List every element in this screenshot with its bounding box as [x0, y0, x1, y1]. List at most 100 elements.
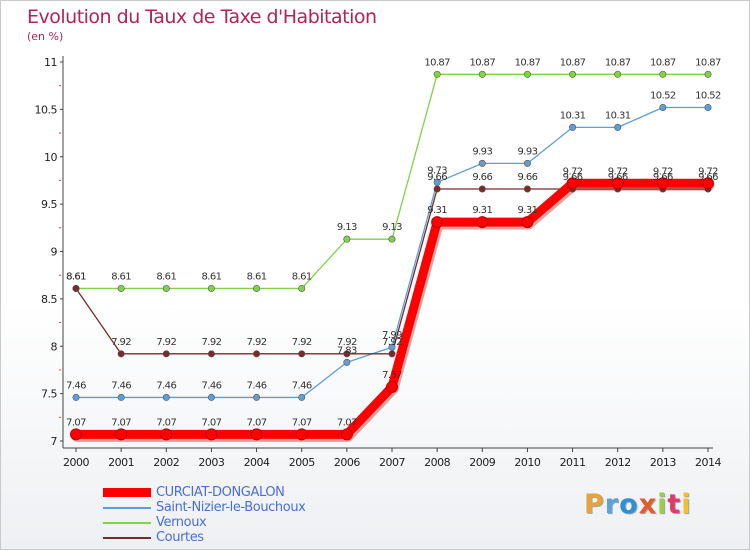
data-point — [656, 177, 669, 190]
legend-label: Vernoux — [156, 515, 207, 530]
data-label: 9.66 — [517, 172, 537, 183]
data-label: 9.66 — [472, 172, 492, 183]
data-label: 9.66 — [427, 172, 447, 183]
data-point — [340, 428, 353, 441]
chart-title: Evolution du Taux de Taxe d'Habitation — [27, 6, 377, 28]
data-label: 7.46 — [201, 380, 221, 391]
data-label: 9.31 — [517, 205, 537, 216]
data-point — [569, 70, 577, 78]
data-point — [343, 235, 351, 243]
y-tick-label: 10.5 — [35, 103, 58, 116]
y-tick-label: 9.5 — [41, 198, 57, 211]
y-tick-label: 8.5 — [41, 293, 57, 306]
data-label: 7.46 — [247, 380, 267, 391]
data-point — [207, 350, 215, 358]
data-label: 9.66 — [608, 172, 628, 183]
data-label: 9.13 — [382, 222, 402, 233]
data-label: 9.93 — [472, 146, 492, 157]
data-point — [478, 70, 486, 78]
data-point — [569, 123, 577, 131]
data-point — [704, 103, 712, 111]
data-label: 10.87 — [605, 57, 631, 68]
x-tick-label: 2003 — [198, 456, 224, 469]
data-point — [298, 350, 306, 358]
data-point — [72, 284, 80, 292]
data-point — [253, 284, 261, 292]
y-tick-label: 10 — [44, 151, 57, 164]
data-label: 9.13 — [337, 222, 357, 233]
data-label: 7.92 — [292, 337, 312, 348]
data-point — [343, 358, 351, 366]
data-point — [115, 428, 128, 441]
data-point — [388, 235, 396, 243]
data-point — [614, 123, 622, 131]
data-label: 8.61 — [201, 271, 221, 282]
data-point — [162, 350, 170, 358]
x-tick-label: 2000 — [63, 456, 89, 469]
data-label: 9.72 — [698, 166, 718, 177]
x-tick-label: 2007 — [379, 456, 405, 469]
data-point — [614, 70, 622, 78]
data-label: 7.92 — [382, 337, 402, 348]
x-tick-label: 2004 — [244, 456, 270, 469]
y-tick-label: 7.5 — [41, 388, 57, 401]
data-point — [702, 177, 714, 190]
x-tick-label: 2010 — [514, 456, 540, 469]
y-tick-label: 11 — [44, 56, 57, 69]
data-point — [566, 177, 579, 190]
data-label: 9.73 — [427, 165, 447, 176]
data-label: 10.52 — [650, 90, 676, 101]
data-label: 7.07 — [201, 417, 221, 428]
x-tick-label: 2005 — [289, 456, 315, 469]
data-point — [343, 350, 351, 358]
legend-label: Courtes — [156, 530, 204, 545]
data-label: 7.07 — [292, 417, 312, 428]
y-tick-label: 9 — [51, 246, 58, 259]
proxiti-logo: Proxiti — [584, 489, 692, 520]
data-label: 7.07 — [111, 417, 131, 428]
data-point — [117, 393, 125, 401]
data-label: 10.87 — [469, 57, 495, 68]
legend-label: CURCIAT-DONGALON — [156, 485, 285, 500]
data-point — [704, 70, 712, 78]
data-label: 10.87 — [695, 57, 721, 68]
data-point — [433, 70, 441, 78]
data-point — [117, 284, 125, 292]
data-point — [162, 284, 170, 292]
data-label: 7.07 — [337, 417, 357, 428]
data-point — [250, 428, 263, 441]
data-label: 7.07 — [156, 417, 176, 428]
data-point — [386, 380, 398, 393]
data-label: 7.07 — [66, 417, 86, 428]
x-tick-label: 2012 — [605, 456, 631, 469]
data-label: 9.72 — [563, 166, 583, 177]
data-label: 8.61 — [292, 271, 312, 282]
data-label: 7.92 — [111, 337, 131, 348]
data-point — [160, 428, 173, 441]
data-point — [433, 185, 441, 193]
legend-swatch — [103, 506, 151, 509]
data-label: 9.66 — [563, 172, 583, 183]
data-point — [523, 185, 531, 193]
data-label: 10.31 — [560, 110, 586, 121]
data-point — [523, 159, 531, 167]
data-point — [207, 284, 215, 292]
data-label: 10.87 — [560, 57, 586, 68]
data-label: 9.66 — [653, 172, 673, 183]
x-tick-label: 2008 — [424, 456, 450, 469]
data-label: 7.46 — [111, 380, 131, 391]
data-label: 7.46 — [292, 380, 312, 391]
data-label: 10.87 — [424, 57, 450, 68]
data-point — [205, 428, 218, 441]
data-label: 10.31 — [605, 110, 631, 121]
x-tick-label: 2002 — [153, 456, 179, 469]
data-point — [298, 393, 306, 401]
data-point — [476, 216, 489, 229]
legend-swatch — [103, 488, 151, 497]
legend-swatch — [103, 521, 151, 524]
data-label: 7.46 — [156, 380, 176, 391]
legend-swatch — [103, 536, 151, 539]
data-label: 8.61 — [247, 271, 267, 282]
